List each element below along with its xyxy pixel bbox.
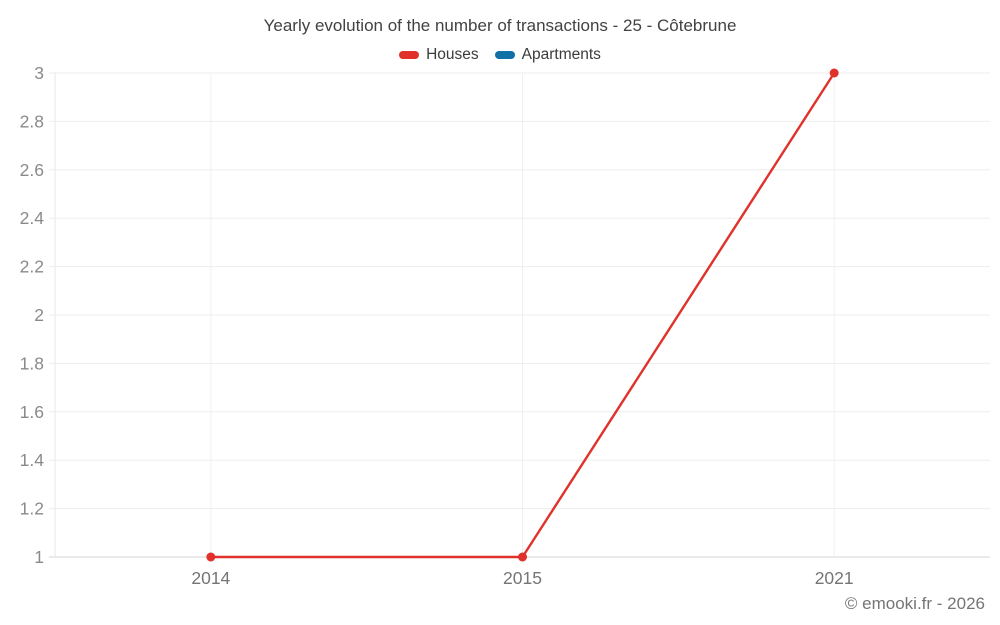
y-axis-tick-label: 3 — [34, 63, 44, 83]
x-axis-tick-label: 2015 — [503, 568, 542, 588]
chart-legend: Houses Apartments — [0, 46, 1000, 64]
y-axis-tick-label: 1.4 — [20, 450, 45, 470]
y-axis-tick-label: 1 — [34, 547, 44, 567]
apartments-legend-label: Apartments — [521, 46, 601, 63]
houses-legend-swatch-icon — [399, 51, 420, 59]
y-axis-tick-label: 1.6 — [20, 402, 44, 422]
houses-legend-label: Houses — [426, 46, 479, 63]
x-axis-tick-label: 2021 — [815, 568, 854, 588]
y-axis-tick-label: 1.2 — [20, 499, 44, 519]
y-axis-tick-label: 1.8 — [20, 353, 44, 373]
y-axis-tick-label: 2.6 — [20, 160, 44, 180]
houses-data-point[interactable] — [206, 552, 216, 562]
legend-item-apartments[interactable]: Apartments — [494, 46, 601, 64]
houses-data-point[interactable] — [518, 552, 527, 562]
legend-item-houses[interactable]: Houses — [399, 46, 479, 64]
apartments-legend-swatch-icon — [494, 51, 515, 59]
chart-title: Yearly evolution of the number of transa… — [263, 16, 737, 35]
copyright-footer: © emooki.fr - 2026 — [844, 594, 985, 613]
y-axis-tick-label: 2 — [34, 305, 44, 325]
y-axis-tick-label: 2.8 — [20, 111, 44, 131]
x-axis-tick-label: 2014 — [191, 568, 230, 588]
y-axis-tick-label: 2.4 — [20, 208, 45, 228]
y-axis-tick-label: 2.2 — [20, 257, 44, 277]
houses-data-point[interactable] — [829, 68, 839, 78]
